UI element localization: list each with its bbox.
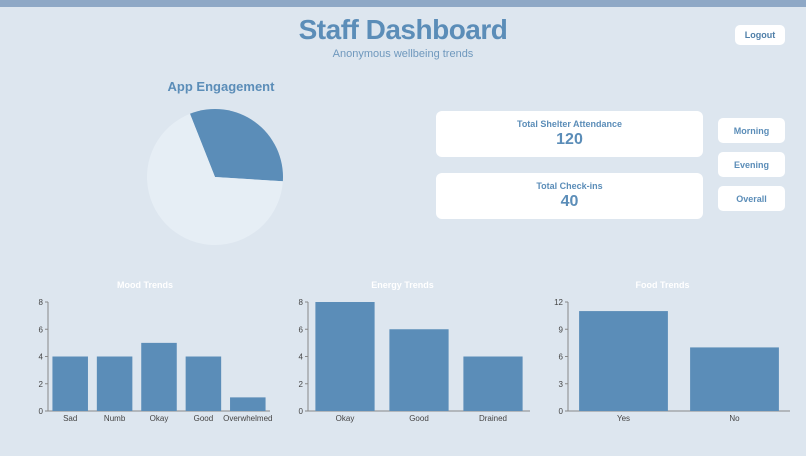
y-tick-label: 6 [559, 353, 564, 362]
x-tick-label: Good [409, 414, 429, 423]
attendance-label: Total Shelter Attendance [516, 119, 623, 129]
pie-slice [189, 109, 283, 182]
mood-bar-chart: 0 2 4 6 8 Sad Numb Okay Good Overwhelmed [39, 298, 273, 423]
y-tick-label: 3 [559, 380, 564, 389]
y-tick-label: 9 [559, 325, 564, 334]
y-tick-label: 6 [39, 325, 44, 334]
bar [52, 356, 88, 411]
bar [315, 302, 375, 411]
overall-filter-button[interactable]: Overall [718, 186, 785, 211]
y-tick-label: 0 [299, 407, 304, 416]
mood-chart-title: Mood Trends [117, 280, 173, 290]
x-tick-label: Drained [479, 414, 507, 423]
x-tick-label: Sad [63, 414, 77, 423]
evening-filter-button[interactable]: Evening [718, 152, 785, 177]
y-tick-label: 2 [299, 380, 304, 389]
checkins-card: Total Check-ins 40 [436, 173, 703, 219]
top-bar [0, 0, 806, 7]
y-tick-label: 2 [39, 380, 44, 389]
x-tick-label: No [729, 414, 740, 423]
food-bar-chart: 0 3 6 9 12 Yes No [554, 298, 790, 423]
logout-button[interactable]: Logout [735, 25, 785, 45]
bar [230, 397, 266, 411]
x-tick-label: Numb [104, 414, 126, 423]
checkins-label: Total Check-ins [536, 181, 603, 191]
x-tick-label: Good [194, 414, 214, 423]
energy-chart-title: Energy Trends [371, 280, 434, 290]
y-tick-label: 8 [39, 298, 44, 307]
attendance-value: 120 [556, 131, 583, 148]
y-tick-label: 8 [299, 298, 304, 307]
pie-slice [147, 113, 283, 246]
y-tick-label: 4 [39, 353, 44, 362]
engagement-title: App Engagement [167, 79, 275, 94]
morning-filter-button[interactable]: Morning [718, 118, 785, 143]
y-tick-label: 0 [39, 407, 44, 416]
y-tick-label: 12 [554, 298, 563, 307]
bar [389, 329, 449, 411]
page-subtitle: Anonymous wellbeing trends [332, 48, 474, 60]
bar [141, 342, 177, 411]
attendance-card: Total Shelter Attendance 120 [436, 111, 703, 157]
bar [185, 356, 222, 411]
bar [463, 356, 523, 411]
x-tick-label: Yes [617, 414, 630, 423]
x-tick-label: Overwhelmed [223, 414, 272, 423]
bar [690, 347, 779, 411]
checkins-value: 40 [560, 193, 579, 210]
y-tick-label: 6 [299, 325, 304, 334]
x-tick-label: Okay [336, 414, 355, 423]
bar [579, 311, 668, 411]
x-tick-label: Okay [150, 414, 169, 423]
page-title: Staff Dashboard [298, 14, 508, 45]
energy-bar-chart: 0 2 4 6 8 Okay Good Drained [299, 298, 530, 423]
engagement-pie-chart [147, 109, 283, 246]
y-tick-label: 0 [559, 407, 564, 416]
bar [96, 356, 133, 411]
y-tick-label: 4 [299, 353, 304, 362]
food-chart-title: Food Trends [635, 280, 690, 290]
